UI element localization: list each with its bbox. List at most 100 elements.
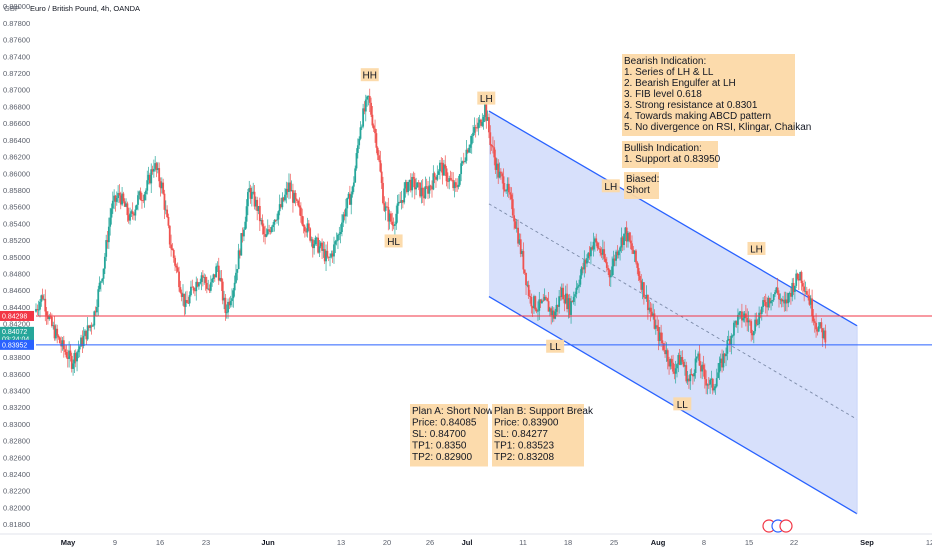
candle-body [439, 162, 441, 172]
candle-body [355, 153, 358, 169]
candle-body [162, 182, 165, 194]
candle-body [768, 298, 771, 304]
pivot-label[interactable]: HL [387, 237, 400, 248]
candle-body [175, 265, 178, 268]
candle-body [654, 325, 657, 329]
candle-body [103, 256, 106, 269]
pivot-label[interactable]: HH [363, 71, 377, 82]
candle-body [805, 291, 808, 295]
candle-body [375, 133, 378, 148]
candle-body [134, 209, 137, 216]
candle-body [86, 325, 89, 340]
candle-body [678, 355, 681, 365]
candle-body [171, 248, 174, 251]
candle-body [359, 127, 362, 139]
candle-body [315, 237, 318, 239]
bullish-note-box[interactable] [622, 141, 718, 168]
candle-body [819, 322, 821, 327]
candle-body [713, 388, 715, 391]
candle-body [158, 168, 161, 182]
candle-body [506, 183, 509, 191]
y-tick-label: 0.87400 [3, 52, 30, 61]
candle-body [488, 117, 490, 133]
candle-body [546, 298, 549, 302]
candle-body [66, 357, 69, 359]
candle-body [681, 357, 684, 362]
pivot-label[interactable]: LH [604, 182, 617, 193]
candle-body [290, 190, 293, 192]
candle-body [596, 242, 599, 249]
candle-body [354, 168, 357, 183]
y-tick-label: 0.85800 [3, 186, 30, 195]
plan-b-note-box[interactable] [492, 404, 584, 467]
candle-body [738, 312, 741, 315]
candle-body [270, 227, 273, 232]
candle-body [600, 252, 603, 255]
event-flag-icon[interactable] [779, 519, 793, 533]
candle-body [725, 353, 727, 357]
candle-body [264, 234, 267, 237]
candle-body [445, 168, 448, 182]
candle-body [656, 325, 659, 327]
candle-body [646, 294, 649, 311]
candle-body [786, 299, 788, 304]
candle-body [44, 298, 47, 312]
bias-note-box[interactable] [624, 172, 659, 199]
candle-body [481, 122, 484, 126]
candle-body [457, 184, 460, 187]
pivot-label[interactable]: LH [480, 94, 493, 105]
candle-body [183, 293, 186, 307]
candle-body [518, 239, 521, 244]
plan-b-note-line: SL: 0.84277 [494, 429, 548, 440]
x-tick-label: 16 [156, 538, 164, 547]
candle-body [360, 126, 363, 128]
x-tick-label: 26 [426, 538, 434, 547]
candle-body [739, 311, 742, 313]
y-tick-label: 0.83400 [3, 386, 30, 395]
candle-body [65, 352, 68, 358]
y-tick-label: 0.81800 [3, 520, 30, 529]
candle-body [190, 286, 192, 296]
candle-body [595, 238, 598, 243]
candle-body [649, 307, 652, 312]
candle-body [803, 286, 806, 292]
candle-body [627, 232, 629, 242]
candle-body [69, 350, 72, 356]
candle-body [641, 282, 644, 290]
candle-body [41, 295, 44, 299]
candle-body [737, 314, 739, 325]
candle-body [473, 127, 476, 133]
candle-body [213, 274, 216, 278]
candle-body [746, 317, 749, 323]
bullish-note-line: Bullish Indication: [624, 143, 702, 154]
candle-body [443, 164, 445, 176]
channel-lower-line[interactable] [488, 296, 858, 515]
candle-body [302, 224, 305, 227]
candle-body [758, 312, 761, 325]
pivot-label[interactable]: LL [677, 400, 689, 411]
channel-middle-line[interactable] [488, 203, 858, 420]
candle-body [537, 310, 539, 312]
candle-body [515, 227, 518, 229]
candle-body [435, 177, 437, 180]
candle-body [759, 312, 762, 314]
candle-body [780, 299, 783, 302]
bearish-note-box[interactable] [622, 54, 795, 136]
candle-body [579, 275, 582, 285]
candle-body [146, 180, 149, 191]
candle-body [391, 221, 394, 226]
candle-body [497, 163, 500, 178]
candle-body [666, 350, 669, 362]
plan-a-note-box[interactable] [410, 404, 488, 467]
candle-body [680, 357, 682, 365]
candle-body [669, 358, 672, 367]
candle-body [417, 182, 420, 184]
plan-b-note-line: TP2: 0.83208 [494, 452, 554, 463]
candle-body [258, 205, 261, 222]
candle-body [371, 114, 374, 126]
plan-b-note-line: TP1: 0.83523 [494, 441, 554, 452]
pivot-label[interactable]: LL [550, 342, 562, 353]
pivot-label[interactable]: LH [750, 244, 763, 255]
